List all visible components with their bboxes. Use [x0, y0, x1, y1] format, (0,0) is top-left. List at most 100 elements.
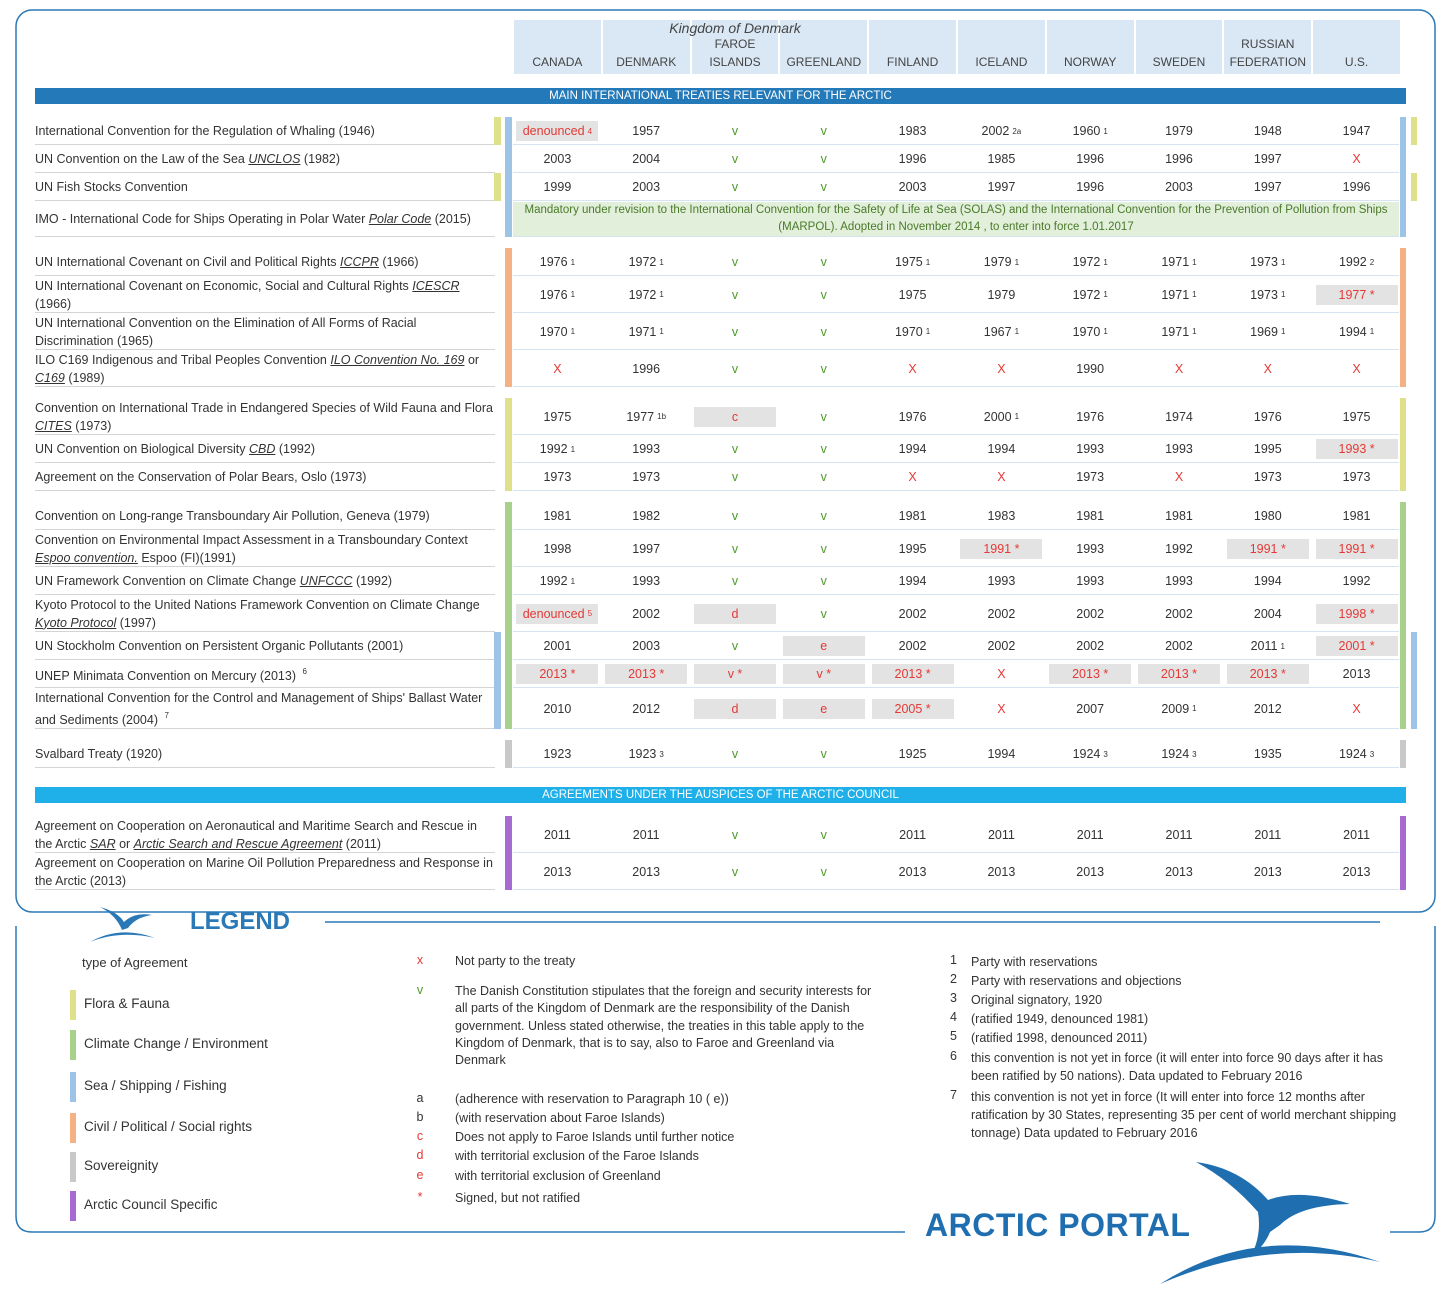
- cell-text: 1975: [894, 255, 923, 269]
- cell-value: v: [821, 506, 827, 526]
- row-line: [513, 529, 1399, 530]
- cell-value: 2000 1: [984, 407, 1019, 427]
- cell-footnote: 1: [570, 257, 576, 267]
- cell-value: 1990: [1076, 359, 1104, 379]
- cell: 2013: [1312, 853, 1401, 890]
- cell-text: X: [1352, 701, 1361, 716]
- cell-text: 1997: [1253, 152, 1282, 166]
- cell-value: 1979: [1165, 121, 1193, 141]
- column-label: NORWAY: [1063, 55, 1117, 69]
- cell-value: v: [732, 539, 738, 559]
- cell-value: v: [732, 177, 738, 197]
- cell-value: 1972 1: [1073, 252, 1108, 272]
- cell: 1923: [513, 740, 602, 768]
- cell-value: v: [732, 322, 738, 342]
- type-bar: [505, 173, 512, 201]
- cell: 1976: [1046, 398, 1135, 435]
- cell: 1971 1: [1135, 276, 1224, 313]
- cell: X: [1312, 350, 1401, 387]
- cell-value: 1971 1: [1161, 285, 1196, 305]
- cell-text: 2003: [1165, 180, 1193, 194]
- cell: X: [1223, 350, 1312, 387]
- cell-value: 1997: [1254, 177, 1282, 197]
- cell-text: v: [731, 827, 739, 842]
- cell-text: 1973: [1250, 287, 1278, 302]
- cell-text: 2011: [1165, 827, 1193, 842]
- cell: 2011: [513, 816, 602, 853]
- cell-text: 1924: [1338, 747, 1367, 761]
- cell-text: 1994: [1253, 574, 1282, 588]
- name-text: UN Convention on Biological Diversity: [35, 442, 249, 456]
- cell-value: 2011: [1343, 825, 1370, 845]
- cell: d: [691, 688, 780, 729]
- cell-text: denounced: [522, 606, 585, 621]
- cell-value: 2011: [633, 825, 660, 845]
- column-header: NORWAY: [1046, 20, 1134, 74]
- section-title: AGREEMENTS UNDER THE AUSPICES OF THE ARC…: [35, 787, 1406, 803]
- cell-value: 2002: [987, 604, 1015, 624]
- type-bar: [505, 567, 512, 595]
- cell: X: [957, 463, 1046, 491]
- cell-text: 1982: [632, 509, 661, 523]
- cell-footnote: 1: [1014, 412, 1020, 421]
- cell-value: 1993: [632, 571, 660, 591]
- cell-value: 1992 2: [1339, 252, 1374, 272]
- cell: v: [691, 350, 780, 387]
- cell-value: 2003: [1165, 177, 1193, 197]
- footnote-text: Party with reservations and objections: [971, 974, 1182, 988]
- type-bar: [494, 632, 501, 660]
- cell-text: 2010: [543, 701, 572, 716]
- row-line: [513, 852, 1399, 853]
- cell: v: [779, 398, 868, 435]
- cell-text: v: [820, 606, 827, 621]
- cell-value: v: [821, 407, 827, 427]
- cell-value: v: [732, 467, 738, 487]
- cell-text: 2013: [1165, 864, 1193, 879]
- cell: d: [691, 595, 780, 632]
- column-header: FAROE ISLANDS: [691, 20, 779, 74]
- type-bar: [1400, 502, 1406, 530]
- name-text: UN International Covenant on Civil and P…: [35, 255, 341, 269]
- legend-text: The Danish Constitution stipulates that …: [455, 984, 872, 1068]
- column-label: CANADA: [532, 55, 583, 69]
- name-text: Kyoto Protocol to the United Nations Fra…: [35, 597, 480, 612]
- cell-footnote: 3: [659, 749, 664, 759]
- cell: 2000 1: [957, 398, 1046, 435]
- treaty-name: UN Convention on Biological Diversity CB…: [35, 440, 495, 458]
- cell-value: 2002: [632, 604, 660, 624]
- name-link: CITES: [35, 418, 72, 433]
- row-line: [513, 490, 1399, 491]
- cell-text: 2013: [1253, 864, 1282, 879]
- cell-text: v: [820, 361, 827, 376]
- cell-text: v: [820, 180, 827, 194]
- cell: v: [691, 313, 780, 350]
- cell: 1997: [1223, 145, 1312, 173]
- name-text: Agreement on Cooperation on Aeronautical…: [35, 818, 477, 851]
- type-bar: [494, 660, 501, 688]
- cell: 2013 *: [602, 660, 691, 688]
- cell-value: 2011: [988, 825, 1015, 845]
- cell: 1994: [1223, 567, 1312, 595]
- cell: e: [779, 688, 868, 729]
- name-text: ILO C169 Indigenous and Tribal Peoples C…: [35, 352, 331, 367]
- row-line: [35, 767, 495, 768]
- legend-swatch: [70, 1113, 76, 1143]
- cell: 2013 *: [513, 660, 602, 688]
- cell-text: denounced: [522, 124, 585, 138]
- cell-value: v *: [693, 664, 776, 684]
- cell-text: 2011: [1254, 827, 1282, 842]
- name-text: or: [464, 352, 480, 367]
- cell-text: 2001: [543, 639, 572, 653]
- cell-text: 1972: [628, 287, 657, 302]
- cell: 1992 2: [1312, 248, 1401, 276]
- cell-value: X: [1175, 359, 1183, 379]
- cell: 1981: [1135, 502, 1224, 530]
- type-bar: [1400, 117, 1406, 145]
- cell-text: 1994: [898, 574, 927, 588]
- cell-text: X: [908, 470, 917, 484]
- cell: 1973: [1046, 463, 1135, 491]
- cell-value: c: [693, 406, 776, 427]
- arctic-portal-logo: [1160, 1162, 1380, 1284]
- column-header: GREENLAND: [780, 20, 868, 74]
- cell: 1996: [602, 350, 691, 387]
